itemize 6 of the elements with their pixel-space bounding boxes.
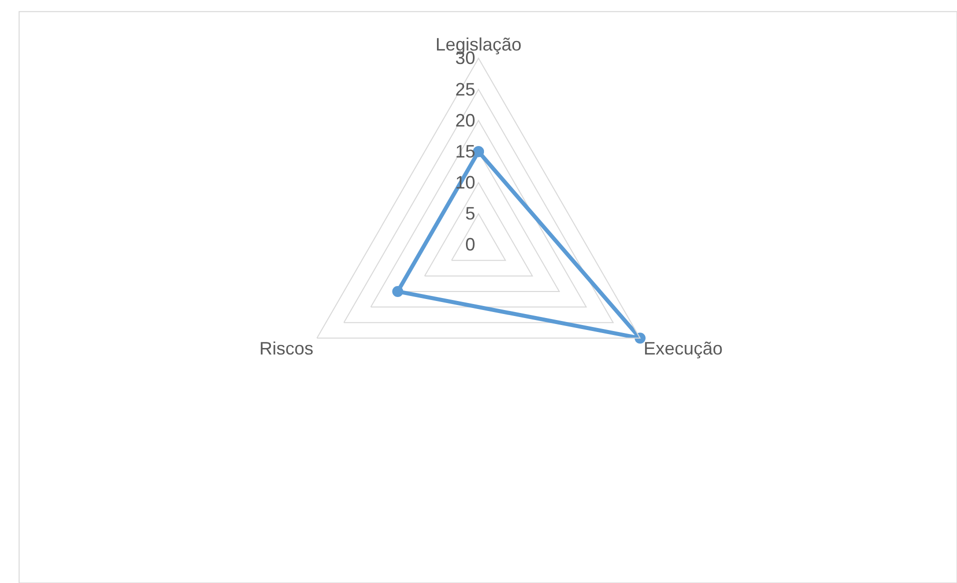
y-tick-label: 0 (465, 234, 476, 255)
y-tick-label: 25 (455, 79, 476, 100)
spoke-label: Execução (644, 338, 723, 359)
y-tick-label: 20 (455, 110, 476, 130)
spoke-label: Riscos (259, 338, 314, 359)
y-tick-label: 5 (465, 204, 476, 224)
